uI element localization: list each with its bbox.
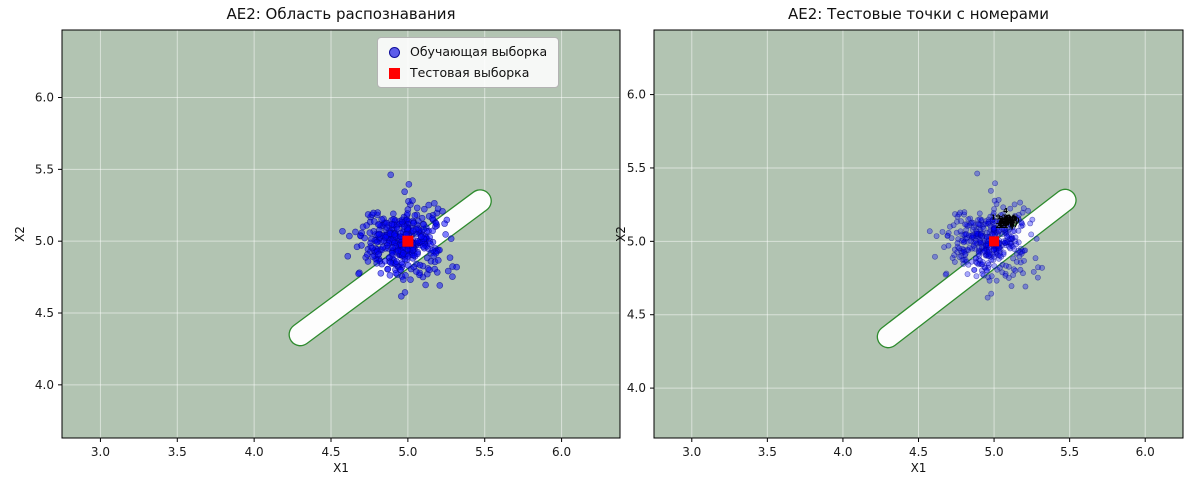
svg-text:6.0: 6.0 <box>627 88 646 102</box>
svg-text:3.0: 3.0 <box>682 445 701 459</box>
svg-text:6: 6 <box>999 220 1004 228</box>
svg-text:3.5: 3.5 <box>758 445 777 459</box>
test-scatter-marker-icon <box>389 67 400 79</box>
svg-text:28: 28 <box>1006 214 1016 222</box>
svg-text:3.5: 3.5 <box>168 445 187 459</box>
svg-text:26: 26 <box>999 215 1009 223</box>
svg-text:5.0: 5.0 <box>627 234 646 248</box>
legend-label-test: Тестовая выборка <box>410 65 530 80</box>
svg-text:4.5: 4.5 <box>909 445 928 459</box>
legend-item-train: Обучающая выборка <box>389 45 547 59</box>
plot1-ylabel: X2 <box>13 226 27 242</box>
svg-text:5.5: 5.5 <box>627 161 646 175</box>
legend-item-test: Тестовая выборка <box>389 66 547 80</box>
svg-text:30: 30 <box>1004 216 1014 224</box>
plot-area-1 <box>62 30 620 438</box>
svg-text:5.0: 5.0 <box>398 445 417 459</box>
train-scatter-marker-icon <box>389 46 400 58</box>
svg-text:6.0: 6.0 <box>552 445 571 459</box>
svg-text:4.5: 4.5 <box>35 306 54 320</box>
svg-text:5.5: 5.5 <box>475 445 494 459</box>
svg-text:4.5: 4.5 <box>321 445 340 459</box>
svg-text:5.5: 5.5 <box>1060 445 1079 459</box>
svg-text:10: 10 <box>1010 217 1020 225</box>
plot1-xlabel: X1 <box>333 461 349 475</box>
svg-text:5.0: 5.0 <box>35 234 54 248</box>
svg-text:2: 2 <box>998 216 1003 224</box>
svg-text:4.0: 4.0 <box>627 381 646 395</box>
svg-text:13: 13 <box>1008 215 1018 223</box>
svg-text:4: 4 <box>1003 207 1008 215</box>
plot2-title: AE2: Тестовые точки с номерами <box>787 5 1049 23</box>
svg-text:5.0: 5.0 <box>985 445 1004 459</box>
svg-text:6.0: 6.0 <box>35 91 54 105</box>
svg-text:12: 12 <box>1000 218 1010 226</box>
svg-text:7: 7 <box>1010 224 1015 232</box>
svg-text:29: 29 <box>998 220 1008 228</box>
svg-text:14: 14 <box>1003 218 1013 226</box>
svg-text:25: 25 <box>1006 218 1016 226</box>
svg-text:21: 21 <box>999 217 1009 225</box>
svg-text:24: 24 <box>1005 220 1015 228</box>
svg-text:15: 15 <box>998 221 1008 229</box>
svg-text:9: 9 <box>1006 216 1011 224</box>
plot2-ylabel: X2 <box>614 226 628 242</box>
plot2-xlabel: X1 <box>910 461 927 475</box>
svg-text:17: 17 <box>1008 221 1018 229</box>
svg-text:5: 5 <box>1003 220 1008 228</box>
svg-text:19: 19 <box>991 213 1001 221</box>
svg-text:4.0: 4.0 <box>245 445 264 459</box>
plot1-title: AE2: Область распознавания <box>226 5 456 23</box>
svg-text:4.5: 4.5 <box>627 308 646 322</box>
svg-text:18: 18 <box>998 217 1008 225</box>
svg-text:23: 23 <box>1002 217 1012 225</box>
svg-text:22: 22 <box>995 222 1005 230</box>
svg-text:4.0: 4.0 <box>35 378 54 392</box>
legend-label-train: Обучающая выборка <box>410 44 548 59</box>
svg-text:16: 16 <box>1007 213 1017 221</box>
svg-text:20: 20 <box>1001 213 1011 221</box>
svg-text:8: 8 <box>1009 220 1014 228</box>
svg-text:27: 27 <box>1004 215 1014 223</box>
svg-text:6.0: 6.0 <box>1136 445 1155 459</box>
svg-text:3.0: 3.0 <box>91 445 110 459</box>
svg-text:11: 11 <box>999 222 1009 230</box>
svg-text:1: 1 <box>1004 218 1009 226</box>
legend: Обучающая выборка Тестовая выборка <box>377 37 560 88</box>
svg-text:4.0: 4.0 <box>833 445 852 459</box>
svg-text:3: 3 <box>1003 213 1008 221</box>
svg-text:5.5: 5.5 <box>35 162 54 176</box>
